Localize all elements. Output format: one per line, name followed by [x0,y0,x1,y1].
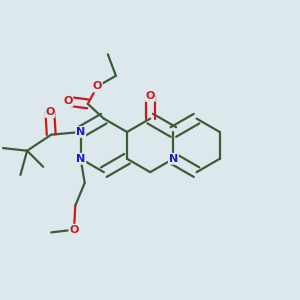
Text: O: O [146,91,155,101]
Text: O: O [45,107,55,117]
Text: N: N [169,154,178,164]
Text: O: O [92,82,102,92]
Text: N: N [76,127,85,137]
Text: N: N [76,154,85,164]
Text: O: O [69,225,79,235]
Text: O: O [63,96,72,106]
